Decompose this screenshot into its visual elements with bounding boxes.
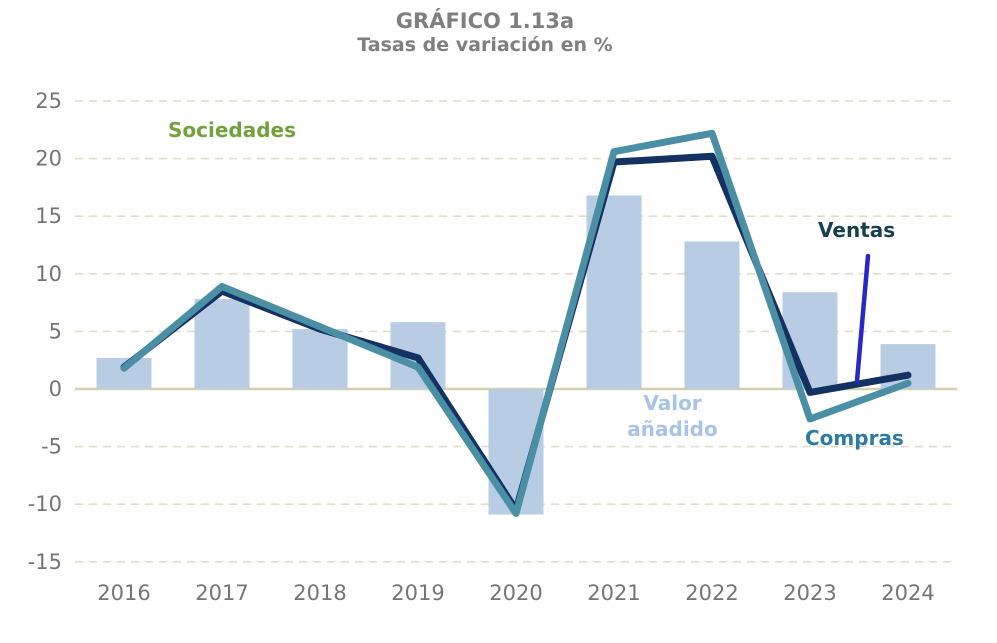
y-tick-label: -10 (28, 492, 62, 516)
bar-valor-anadido (96, 357, 152, 389)
y-tick-label: 0 (49, 377, 62, 401)
bar-valor-anadido (292, 329, 348, 389)
x-tick-label: 2022 (685, 581, 738, 605)
chart-header: GRÁFICO 1.13a Tasas de variación en % (0, 8, 970, 57)
x-tick-label: 2024 (881, 581, 934, 605)
y-tick-label: -5 (41, 435, 62, 459)
series-label-ventas: Ventas (818, 218, 896, 242)
y-tick-label: 20 (35, 147, 62, 171)
x-tick-label: 2017 (195, 581, 248, 605)
y-tick-label: -15 (28, 550, 62, 574)
y-tick-label: 15 (35, 204, 62, 228)
x-tick-label: 2020 (489, 581, 542, 605)
x-tick-label: 2021 (587, 581, 640, 605)
series-label-compras: Compras (805, 426, 904, 450)
chart-subtitle: Tasas de variación en % (357, 34, 613, 57)
x-tick-label: 2019 (391, 581, 444, 605)
line-compras (120, 129, 912, 517)
x-tick-label: 2016 (97, 581, 150, 605)
ventas-leader-line (854, 253, 871, 384)
x-tick-label: 2018 (293, 581, 346, 605)
x-tick-label: 2023 (783, 581, 836, 605)
series-label-valor-anadido: Valor añadido (627, 391, 718, 441)
y-tick-label: 25 (35, 89, 62, 113)
chart-title: GRÁFICO 1.13a (395, 9, 575, 33)
y-tick-label: 5 (49, 319, 62, 343)
bar-valor-anadido (684, 241, 740, 389)
series-label-sociedades: Sociedades (168, 118, 297, 142)
y-tick-label: 10 (35, 262, 62, 286)
bar-valor-anadido (194, 299, 250, 389)
